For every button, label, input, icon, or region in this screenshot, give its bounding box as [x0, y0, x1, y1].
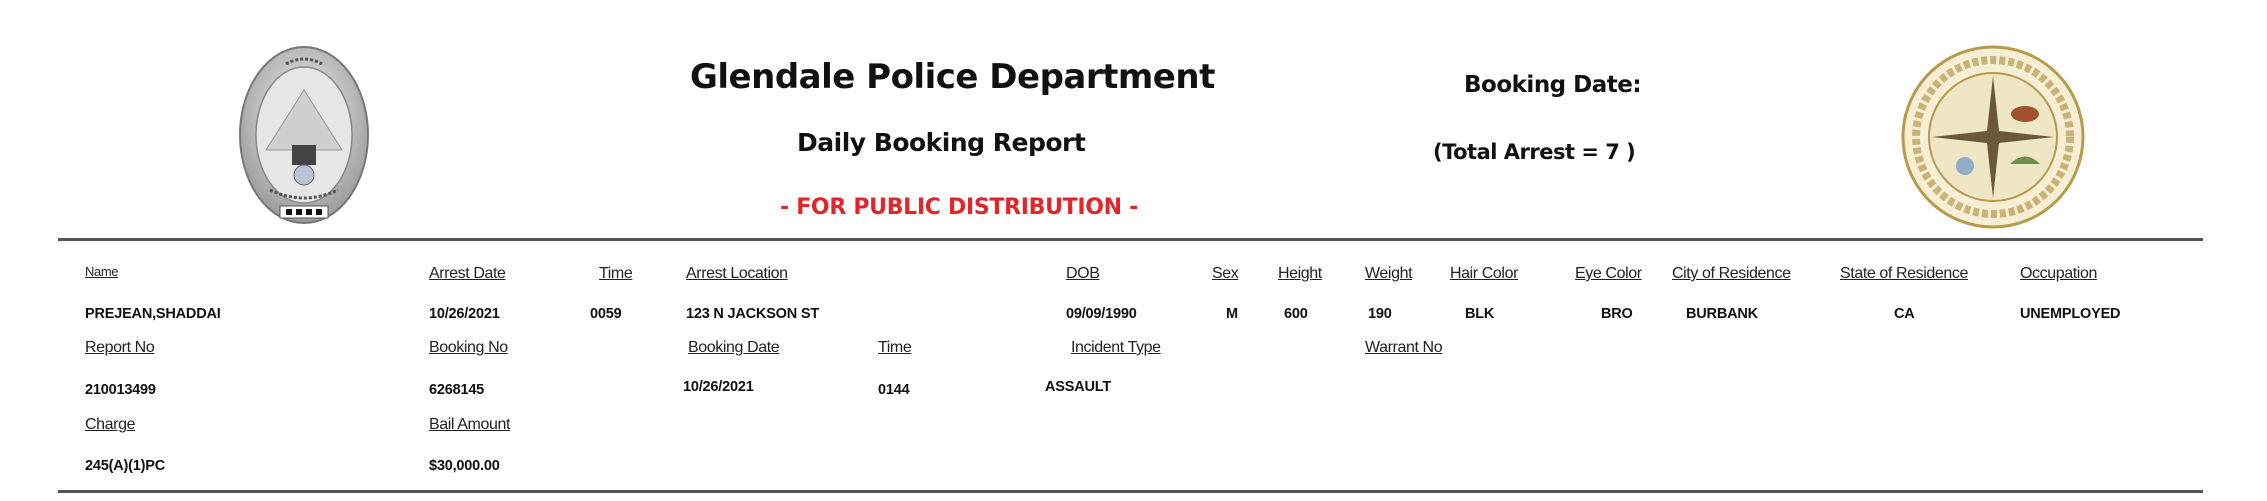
label-arrest-location: Arrest Location	[686, 265, 788, 282]
label-city: City of Residence	[1672, 265, 1791, 282]
label-height: Height	[1278, 265, 1322, 282]
value-arrest-location: 123 N JACKSON ST	[686, 306, 819, 322]
label-warrant-no: Warrant No	[1365, 339, 1443, 356]
label-name: Name	[85, 264, 119, 279]
value-booking-date: 10/26/2021	[683, 379, 754, 395]
value-eye-color: BRO	[1601, 306, 1633, 322]
value-booking-time: 0144	[878, 382, 910, 398]
label-incident-type: Incident Type	[1071, 339, 1161, 356]
label-arrest-date: Arrest Date	[429, 265, 506, 282]
value-booking-no: 6268145	[429, 382, 485, 398]
label-sex: Sex	[1212, 265, 1239, 282]
label-bail-amount: Bail Amount	[429, 416, 510, 433]
label-booking-time: Time	[878, 339, 912, 356]
value-report-no: 210013499	[85, 382, 156, 398]
label-weight: Weight	[1365, 265, 1413, 282]
value-arrest-time: 0059	[590, 306, 622, 322]
label-booking-no: Booking No	[429, 339, 508, 356]
value-weight: 190	[1368, 306, 1392, 322]
value-dob: 09/09/1990	[1066, 306, 1137, 322]
label-arrest-time: Time	[599, 265, 633, 282]
total-arrest: (Total Arrest = 7 )	[1433, 140, 1636, 164]
value-name: PREJEAN,SHADDAI	[85, 306, 221, 322]
label-hair-color: Hair Color	[1450, 265, 1519, 282]
value-sex: M	[1226, 306, 1238, 322]
page-title: Glendale Police Department	[690, 57, 1215, 97]
booking-date-label: Booking Date:	[1464, 72, 1642, 98]
value-incident-type: ASSAULT	[1045, 379, 1111, 395]
label-eye-color: Eye Color	[1575, 265, 1642, 282]
bottom-divider	[58, 490, 2203, 493]
value-charge: 245(A)(1)PC	[85, 458, 165, 474]
top-divider	[58, 238, 2203, 241]
report-subtitle: Daily Booking Report	[797, 128, 1086, 157]
distribution-notice: - FOR PUBLIC DISTRIBUTION -	[780, 195, 1138, 220]
label-state: State of Residence	[1840, 265, 1968, 282]
police-badge-logo	[236, 40, 372, 225]
label-report-no: Report No	[85, 339, 155, 356]
value-hair-color: BLK	[1465, 306, 1495, 322]
value-bail-amount: $30,000.00	[429, 458, 500, 474]
label-dob: DOB	[1066, 265, 1100, 282]
label-occupation: Occupation	[2020, 265, 2097, 282]
value-city: BURBANK	[1686, 306, 1758, 322]
value-occupation: UNEMPLOYED	[2020, 306, 2121, 322]
value-height: 600	[1284, 306, 1308, 322]
value-state: CA	[1894, 306, 1915, 322]
city-seal-logo	[1900, 44, 2086, 230]
value-arrest-date: 10/26/2021	[429, 306, 500, 322]
label-charge: Charge	[85, 416, 136, 433]
label-booking-date: Booking Date	[688, 339, 780, 356]
